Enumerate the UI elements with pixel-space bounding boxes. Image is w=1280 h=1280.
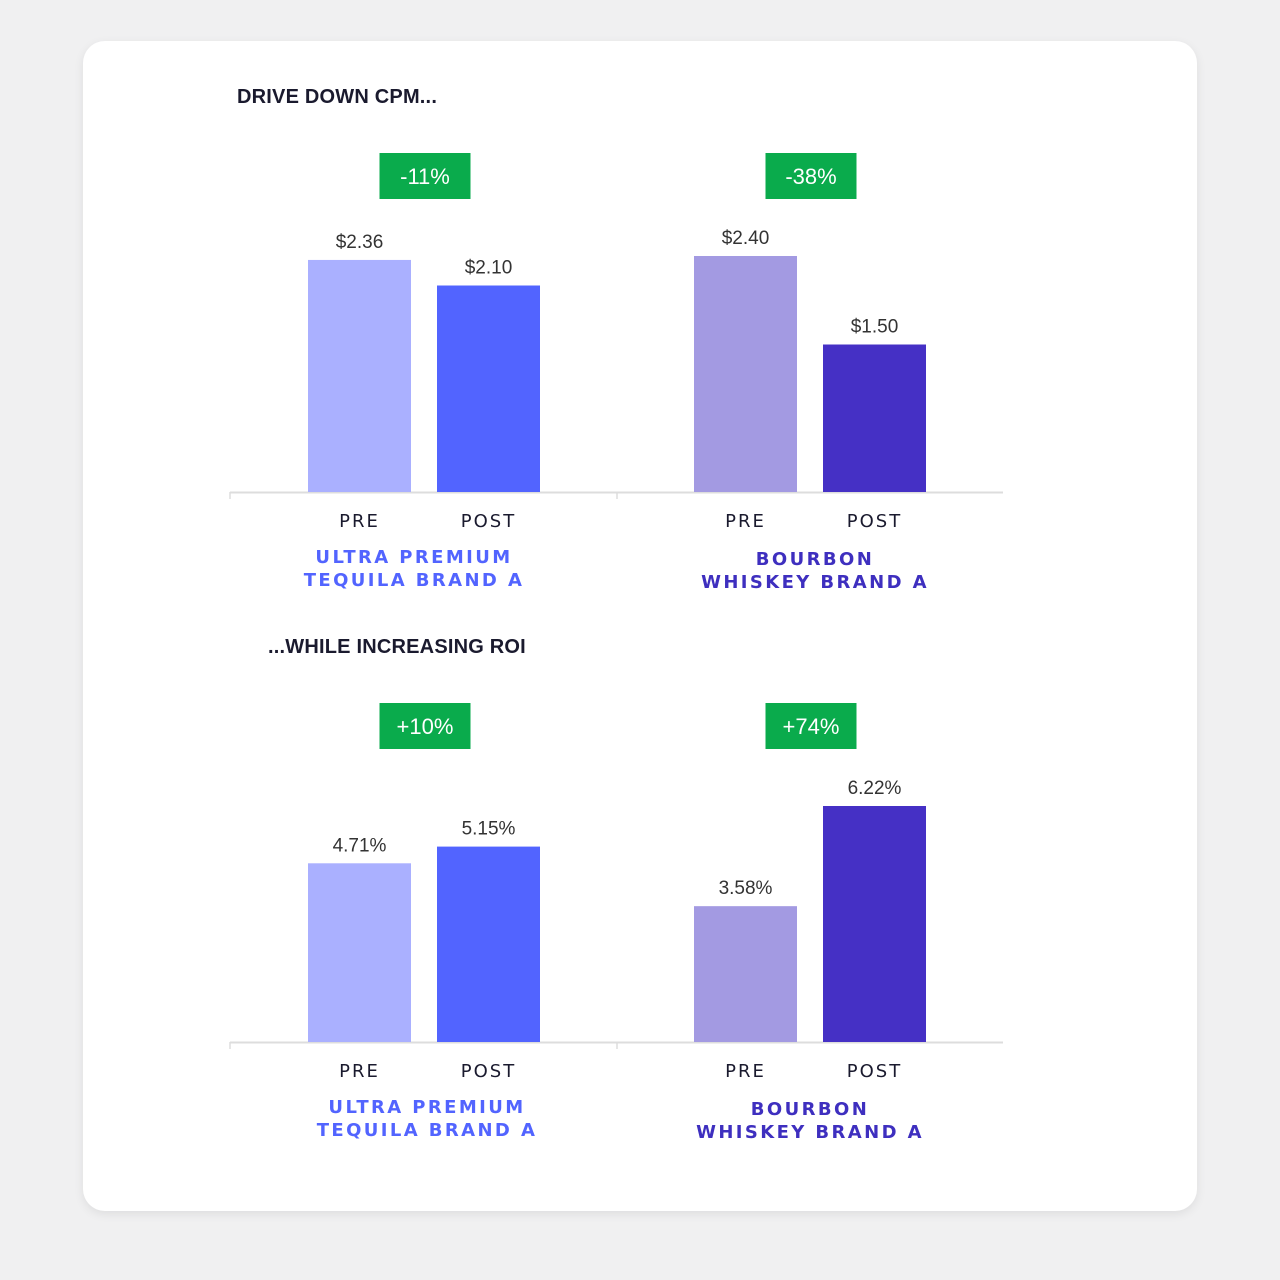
chart-card bbox=[83, 41, 1197, 1211]
bar-pre bbox=[694, 906, 797, 1042]
change-badge-label: +74% bbox=[783, 714, 840, 739]
x-tick-label: PRE bbox=[339, 511, 380, 532]
x-tick-label: PRE bbox=[725, 511, 766, 532]
x-tick-label: POST bbox=[461, 1061, 516, 1082]
bar-value-label: $2.10 bbox=[465, 258, 513, 279]
brand-label: TEQUILA BRAND A bbox=[317, 1120, 538, 1141]
bar-pre bbox=[308, 863, 411, 1042]
x-tick-label: POST bbox=[461, 511, 516, 532]
bar-value-label: 3.58% bbox=[719, 878, 773, 899]
change-badge bbox=[765, 153, 857, 199]
brand-label: WHISKEY BRAND A bbox=[696, 1122, 924, 1143]
bar-post bbox=[437, 846, 540, 1042]
bar-value-label: 4.71% bbox=[333, 835, 387, 856]
brand-label: TEQUILA BRAND A bbox=[304, 570, 525, 591]
change-badge bbox=[379, 703, 471, 749]
section-title-roi: ...WHILE INCREASING ROI bbox=[268, 636, 526, 658]
bar-value-label: 5.15% bbox=[462, 819, 516, 840]
section-title-cpm: DRIVE DOWN CPM... bbox=[237, 86, 438, 108]
change-badge bbox=[379, 153, 471, 199]
brand-label: ULTRA PREMIUM bbox=[328, 1097, 525, 1118]
bar-value-label: 6.22% bbox=[848, 778, 902, 799]
bar-post bbox=[823, 344, 926, 492]
x-tick-label: PRE bbox=[725, 1061, 766, 1082]
bar-value-label: $1.50 bbox=[851, 317, 899, 338]
bar-pre bbox=[308, 259, 411, 492]
bar-value-label: $2.36 bbox=[336, 232, 384, 253]
change-badge bbox=[765, 703, 857, 749]
bar-pre bbox=[694, 256, 797, 492]
x-tick-label: PRE bbox=[339, 1061, 380, 1082]
bar-post bbox=[823, 806, 926, 1042]
brand-label: BOURBON bbox=[751, 1099, 869, 1120]
brand-label: WHISKEY BRAND A bbox=[701, 572, 929, 593]
change-badge-label: -38% bbox=[785, 164, 836, 189]
brand-label: ULTRA PREMIUM bbox=[315, 547, 512, 568]
change-badge-label: -11% bbox=[400, 164, 450, 189]
brand-label: BOURBON bbox=[756, 549, 874, 570]
bar-post bbox=[437, 285, 540, 492]
change-badge-label: +10% bbox=[397, 714, 454, 739]
x-tick-label: POST bbox=[847, 511, 902, 532]
x-tick-label: POST bbox=[847, 1061, 902, 1082]
bar-value-label: $2.40 bbox=[722, 228, 770, 249]
